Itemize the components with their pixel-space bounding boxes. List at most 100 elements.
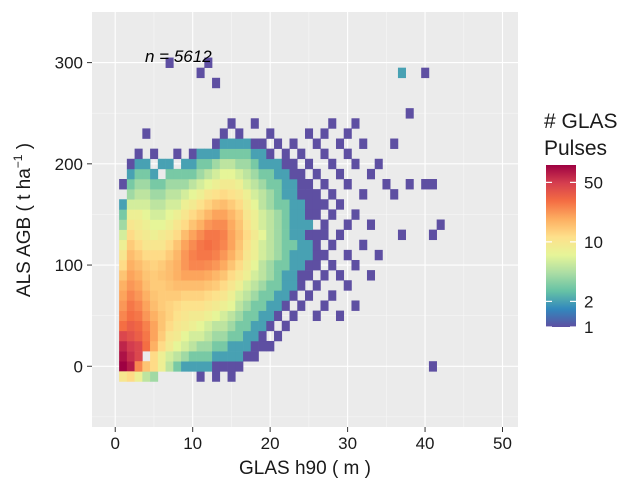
heatmap-cell — [235, 351, 244, 362]
heatmap-cell — [212, 148, 221, 160]
heatmap-cell — [305, 179, 314, 190]
heatmap-cell — [219, 270, 228, 281]
heatmap-cell — [250, 179, 259, 190]
heatmap-cell — [235, 259, 244, 271]
heatmap-cell — [150, 209, 159, 220]
heatmap-cell — [312, 249, 321, 261]
heatmap-cell — [243, 239, 252, 251]
heatmap-cell — [328, 189, 337, 200]
heatmap-cell — [274, 138, 283, 149]
heatmap-cell — [188, 300, 197, 311]
heatmap-cell — [297, 280, 306, 291]
heatmap-cell — [227, 148, 236, 160]
heatmap-cell — [119, 280, 128, 291]
heatmap-cell — [266, 320, 275, 332]
heatmap-cell — [173, 259, 182, 271]
heatmap-cell — [281, 199, 290, 210]
heatmap-cell — [150, 270, 159, 281]
heatmap-cell — [258, 168, 267, 180]
x-tick-label: 30 — [338, 434, 357, 453]
heatmap-cell — [219, 259, 228, 271]
heatmap-cell — [297, 300, 306, 311]
heatmap-cell — [126, 199, 135, 210]
heatmap-cell — [366, 219, 376, 230]
heatmap-cell — [243, 249, 252, 261]
heatmap-cell — [235, 179, 244, 190]
heatmap-cell — [212, 270, 221, 281]
heatmap-cell — [227, 189, 236, 200]
heatmap-cell — [281, 300, 290, 311]
heatmap-cell — [157, 300, 166, 311]
heatmap-cell — [219, 179, 228, 190]
heatmap-cell — [212, 168, 221, 180]
heatmap-cell — [227, 310, 236, 322]
heatmap-cell — [150, 290, 159, 301]
heatmap-cell — [428, 179, 437, 190]
heatmap-cell — [266, 199, 275, 210]
heatmap-cell — [188, 249, 197, 261]
heatmap-cell — [258, 209, 267, 220]
heatmap-cell — [335, 270, 345, 281]
heatmap-cell — [266, 209, 275, 220]
heatmap-cell — [165, 280, 174, 291]
heatmap-cell — [297, 270, 306, 281]
heatmap-cell — [142, 189, 151, 200]
heatmap-cell — [312, 239, 321, 251]
heatmap-cell — [312, 310, 321, 322]
heatmap-cell — [126, 320, 135, 332]
y-axis-title: ALS AGB ( t ha−1 ) — [11, 143, 35, 297]
heatmap-cell — [328, 158, 337, 170]
heatmap-cell — [258, 249, 267, 261]
heatmap-cell — [165, 249, 174, 261]
heatmap-cell — [359, 189, 368, 200]
heatmap-cell — [274, 300, 283, 311]
heatmap-cell — [289, 179, 298, 190]
heatmap-cell — [258, 310, 267, 322]
heatmap-cell — [134, 361, 143, 372]
heatmap-cell — [150, 229, 159, 241]
heatmap-cell — [181, 239, 190, 251]
heatmap-cell — [235, 158, 244, 170]
heatmap-cell — [289, 310, 298, 322]
x-tick-label: 0 — [111, 434, 120, 453]
heatmap-cell — [196, 239, 205, 251]
heatmap-cell — [204, 290, 213, 301]
heatmap-cell — [181, 259, 190, 271]
heatmap-cell — [227, 340, 236, 352]
heatmap-cell — [305, 259, 314, 271]
heatmap-cell — [281, 209, 290, 220]
heatmap-cell — [351, 118, 360, 129]
heatmap-cell — [227, 158, 236, 170]
heatmap-cell — [258, 138, 267, 149]
heatmap-cell — [212, 77, 221, 89]
heatmap-cell — [134, 310, 143, 322]
heatmap-cell — [312, 199, 321, 210]
heatmap-cell — [227, 209, 236, 220]
heatmap-cell — [173, 280, 182, 291]
heatmap-cell — [335, 168, 345, 180]
heatmap-cell — [250, 351, 259, 362]
heatmap-cell — [297, 219, 306, 230]
legend-title-line2: Pulses — [544, 137, 607, 160]
heatmap-cell — [165, 189, 174, 200]
heatmap-cell — [173, 168, 182, 180]
heatmap-cell — [289, 229, 298, 241]
heatmap-cell — [243, 209, 252, 220]
heatmap-cell — [188, 351, 197, 362]
heatmap-cell — [320, 148, 329, 160]
heatmap-cell — [258, 189, 267, 200]
heatmap-cell — [165, 351, 174, 362]
heatmap-cell — [227, 219, 236, 230]
heatmap-cell — [219, 209, 228, 220]
heatmap-cell — [320, 249, 329, 261]
heatmap-cell — [142, 330, 151, 342]
heatmap-cell — [196, 270, 205, 281]
heatmap-cell — [235, 310, 244, 322]
heatmap-cell — [126, 168, 135, 180]
heatmap-cell — [289, 158, 298, 170]
heatmap-cell — [243, 270, 252, 281]
heatmap-cell — [165, 239, 174, 251]
heatmap-cell — [219, 280, 228, 291]
heatmap-cell — [165, 310, 174, 322]
heatmap-cell — [150, 361, 159, 372]
